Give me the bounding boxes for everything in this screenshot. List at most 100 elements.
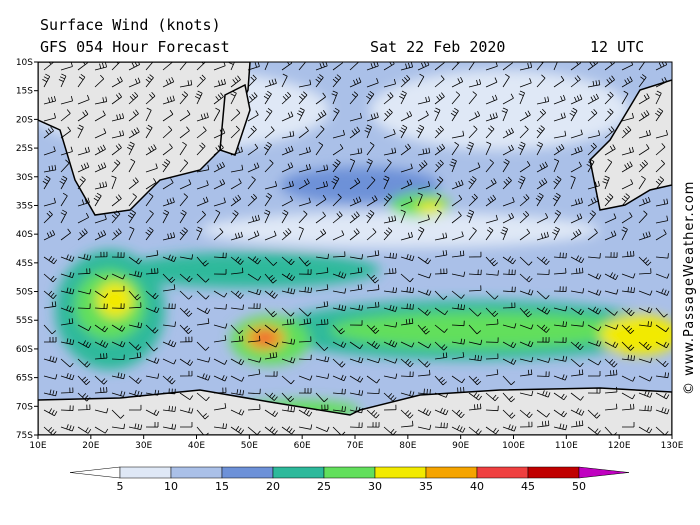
wind-barb	[655, 307, 668, 318]
wind-barb	[587, 228, 598, 241]
wind-barb	[213, 290, 228, 298]
wind-barb	[349, 91, 359, 105]
wind-barb	[213, 107, 221, 122]
wind-barb	[179, 254, 194, 260]
wind-barb	[247, 426, 261, 435]
wind-barb	[519, 161, 531, 173]
wind-barb	[162, 254, 177, 262]
wind-barb	[485, 405, 499, 412]
wind-barb	[417, 192, 423, 207]
wind-barb	[77, 94, 90, 105]
wind-barb	[94, 251, 108, 258]
wind-barb	[468, 403, 482, 411]
wind-barb	[43, 389, 58, 397]
wind-barb	[145, 250, 159, 258]
wind-barb	[655, 392, 670, 400]
wind-barb	[519, 390, 534, 397]
wind-barb	[196, 74, 206, 88]
wind-barb	[570, 267, 584, 275]
wind-barb	[230, 409, 245, 416]
wind-barb	[383, 358, 398, 364]
wind-barb	[604, 193, 614, 207]
wind-barb	[655, 372, 669, 379]
lat-label: 45S	[16, 259, 33, 269]
wind-barb	[213, 161, 225, 173]
wind-barb	[196, 409, 209, 420]
legend-label: 10	[164, 480, 178, 493]
wind-barb	[264, 78, 277, 88]
wind-barb	[604, 108, 614, 122]
wind-barb	[349, 112, 362, 122]
wind-barb	[332, 358, 346, 368]
wind-barb	[383, 268, 397, 275]
wind-barb	[502, 269, 516, 276]
wind-barb	[349, 254, 364, 260]
wind-barb	[587, 306, 602, 315]
wind-barb	[655, 107, 664, 122]
wind-barb	[655, 273, 670, 279]
wind-barb	[655, 358, 669, 368]
wind-barb	[366, 341, 381, 350]
wind-barb	[162, 339, 177, 348]
wind-barb	[400, 209, 406, 224]
wind-barb	[94, 74, 105, 88]
wind-barb	[247, 357, 262, 363]
wind-barb	[553, 209, 562, 224]
wind-barb	[383, 252, 397, 259]
wind-barb	[111, 113, 125, 122]
wind-barb	[638, 405, 652, 412]
wind-barb	[502, 93, 514, 105]
wind-barb	[383, 78, 396, 88]
lat-label: 15S	[16, 87, 33, 97]
wind-barb	[315, 211, 326, 224]
wind-barb	[468, 324, 482, 335]
wind-barb	[298, 226, 304, 241]
wind-barb	[604, 272, 619, 280]
wind-barb	[451, 425, 466, 433]
wind-barb	[179, 358, 194, 366]
wind-barb	[298, 146, 311, 156]
wind-barb	[383, 92, 394, 105]
wind-barb	[655, 407, 670, 415]
wind-barb	[281, 272, 296, 281]
wind-barb	[43, 210, 53, 224]
legend-label: 20	[266, 480, 280, 493]
wind-barb	[162, 405, 176, 412]
wind-barb	[519, 289, 534, 296]
wind-barb	[315, 356, 330, 363]
wind-barb	[128, 290, 141, 301]
wind-barb	[400, 409, 414, 419]
wind-barb	[416, 124, 425, 139]
wind-barb	[281, 392, 295, 403]
wind-barb	[230, 426, 245, 435]
wind-barb	[94, 144, 106, 156]
wind-barb	[553, 392, 568, 401]
wind-barb	[179, 370, 193, 377]
lon-label: 100E	[502, 441, 525, 451]
wind-barb	[298, 286, 312, 293]
wind-barb	[111, 409, 125, 419]
wind-barb	[77, 358, 91, 368]
wind-barb	[77, 324, 92, 331]
wind-barb	[587, 180, 600, 190]
wind-barb	[383, 287, 397, 294]
wind-barb	[162, 62, 173, 71]
wind-barb	[349, 158, 356, 173]
wind-barb	[364, 124, 372, 139]
wind-barb	[536, 74, 546, 88]
wind-barb	[94, 273, 109, 281]
wind-barb	[638, 426, 653, 434]
wind-barb	[247, 110, 259, 122]
wind-barb	[331, 90, 338, 105]
wind-barb	[519, 194, 530, 207]
wind-barb	[655, 90, 662, 105]
lat-label: 25S	[16, 144, 33, 154]
wind-barb	[60, 254, 75, 262]
wind-barb	[417, 324, 430, 335]
wind-barb	[94, 290, 109, 298]
wind-barb	[552, 192, 561, 207]
wind-barb	[638, 321, 652, 327]
wind-barb	[434, 341, 448, 351]
wind-barb	[553, 62, 558, 71]
wind-barb	[570, 369, 584, 377]
